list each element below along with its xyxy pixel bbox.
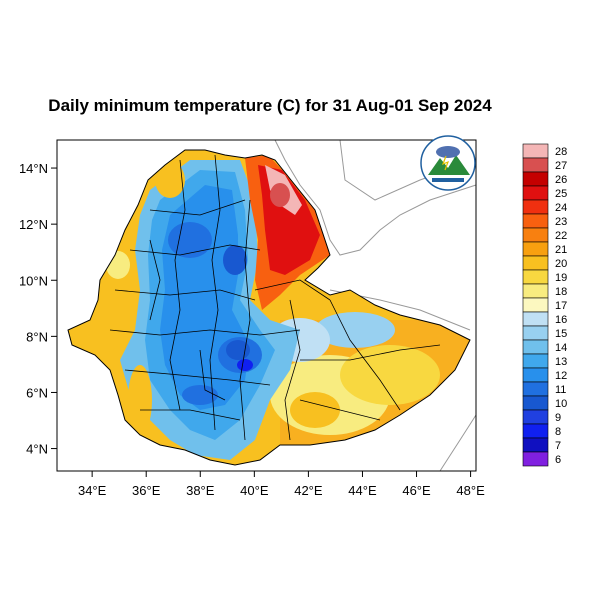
x-tick-label: 44°E	[348, 483, 377, 498]
colorbar-swatch	[522, 451, 549, 467]
colorbar-swatch	[522, 409, 549, 425]
colorbar-label: 14	[555, 342, 567, 354]
colorbar-swatch	[522, 255, 549, 271]
colorbar-label: 26	[555, 174, 567, 186]
colorbar-label: 18	[555, 286, 567, 298]
colorbar-swatch	[522, 185, 549, 201]
colorbar-label: 27	[555, 160, 567, 172]
admin-borders	[109, 154, 441, 441]
colorbar-swatch	[522, 311, 549, 327]
colorbar-label: 13	[555, 356, 567, 368]
map-title: Daily minimum temperature (C) for 31 Aug…	[48, 96, 492, 115]
colorbar-swatch	[522, 199, 549, 215]
institute-logo	[420, 135, 476, 191]
colorbar-swatch	[522, 339, 549, 355]
colorbar: 28 27 26 25 24 23 22 21 20 19 18 17 16 15 14 13 12 11 10 9 8…	[522, 143, 567, 467]
colorbar-swatch	[522, 241, 549, 257]
colorbar-swatch	[522, 227, 549, 243]
y-tick-label: 14°N	[19, 161, 48, 176]
cloud-icon	[436, 146, 460, 158]
colorbar-swatch	[522, 213, 549, 229]
colorbar-label: 23	[555, 216, 567, 228]
x-tick-label: 36°E	[132, 483, 161, 498]
x-tick-label: 40°E	[240, 483, 269, 498]
colorbar-label: 19	[555, 272, 567, 284]
colorbar-swatch	[522, 157, 549, 173]
colorbar-label: 8	[555, 426, 561, 438]
colorbar-swatch	[522, 325, 549, 341]
colorbar-label: 24	[555, 202, 567, 214]
colorbar-label: 17	[555, 300, 567, 312]
y-tick-label: 4°N	[26, 442, 48, 457]
y-axis-ticks: 14°N 12°N 10°N 8°N 6°N 4°N	[19, 161, 57, 457]
lightning-icon	[441, 155, 450, 171]
y-tick-label: 12°N	[19, 217, 48, 232]
y-tick-label: 8°N	[26, 329, 48, 344]
x-tick-label: 34°E	[78, 483, 107, 498]
mountain-icon	[428, 155, 470, 175]
colorbar-swatch	[522, 423, 549, 439]
plot-frame	[56, 139, 477, 472]
colorbar-label: 22	[555, 230, 567, 242]
colorbar-label: 10	[555, 398, 567, 410]
x-tick-label: 38°E	[186, 483, 215, 498]
colorbar-label: 6	[555, 454, 561, 466]
colorbar-label: 16	[555, 314, 567, 326]
colorbar-swatch	[522, 395, 549, 411]
colorbar-swatch	[522, 143, 549, 159]
colorbar-swatch	[522, 297, 549, 313]
x-axis-ticks: 34°E 36°E 38°E 40°E 42°E 44°E 46°E 48°E	[78, 471, 485, 498]
x-tick-label: 48°E	[456, 483, 485, 498]
colorbar-label: 20	[555, 258, 567, 270]
x-tick-label: 42°E	[294, 483, 323, 498]
colorbar-label: 21	[555, 244, 567, 256]
y-tick-label: 6°N	[26, 385, 48, 400]
colorbar-label: 28	[555, 146, 567, 158]
colorbar-label: 9	[555, 412, 561, 424]
colorbar-swatch	[522, 437, 549, 453]
y-tick-label: 10°N	[19, 273, 48, 288]
ethiopia-outline	[67, 149, 471, 466]
colorbar-swatch	[522, 353, 549, 369]
colorbar-swatch	[522, 269, 549, 285]
colorbar-swatch	[522, 381, 549, 397]
x-tick-label: 46°E	[402, 483, 431, 498]
colorbar-swatch	[522, 283, 549, 299]
colorbar-label: 11	[555, 384, 566, 396]
colorbar-label: 7	[555, 440, 561, 452]
colorbar-swatch	[522, 171, 549, 187]
colorbar-label: 15	[555, 328, 567, 340]
colorbar-swatch	[522, 367, 549, 383]
colorbar-label: 25	[555, 188, 567, 200]
colorbar-label: 12	[555, 370, 567, 382]
